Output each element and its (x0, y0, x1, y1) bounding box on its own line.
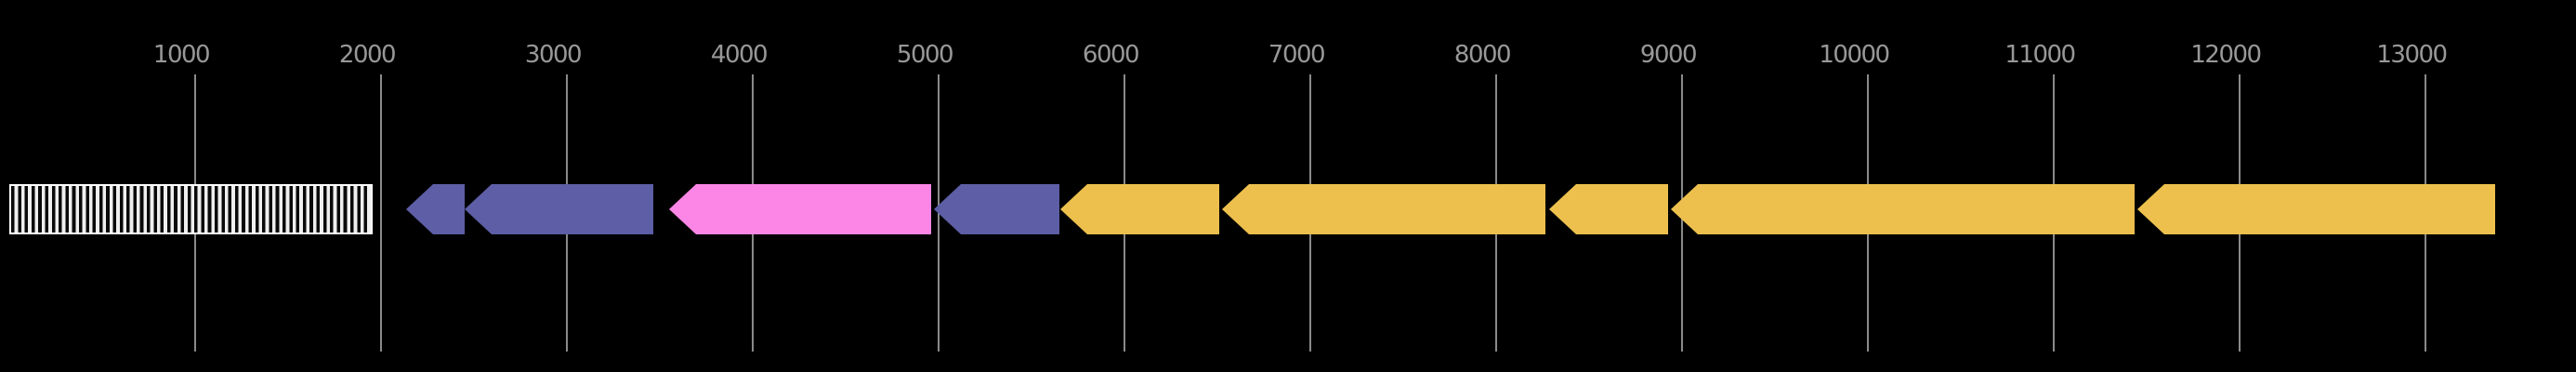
axis-tick-label-8000: 8000 (1453, 41, 1512, 69)
gene-arrow-yellow-4 (1671, 184, 2135, 234)
axis-tick-label-12000: 12000 (2190, 41, 2262, 69)
axis-tick-label-6000: 6000 (1082, 41, 1140, 69)
axis-tick-label-13000: 13000 (2376, 41, 2448, 69)
axis-tick-label-2000: 2000 (338, 41, 397, 69)
axis-tick-label-1000: 1000 (152, 41, 211, 69)
axis-tick-label-9000: 9000 (1639, 41, 1698, 69)
gene-arrow-purple-2 (465, 184, 653, 234)
hatched-region (9, 184, 373, 234)
gene-arrow-yellow-5 (2137, 184, 2495, 234)
axis-tick-label-4000: 4000 (710, 41, 769, 69)
gene-arrow-yellow-3 (1549, 184, 1668, 234)
gene-arrow-yellow-1 (1060, 184, 1219, 234)
gene-arrow-purple-3 (934, 184, 1059, 234)
axis-tick-label-11000: 11000 (2004, 41, 2076, 69)
axis-tick-label-3000: 3000 (524, 41, 583, 69)
gridline-2000 (380, 74, 382, 352)
axis-tick-label-5000: 5000 (896, 41, 954, 69)
gene-arrow-yellow-2 (1222, 184, 1545, 234)
axis-tick-label-7000: 7000 (1268, 41, 1326, 69)
gene-arrow-pink-1 (669, 184, 931, 234)
gene-arrow-purple-1 (406, 184, 465, 234)
axis-tick-label-10000: 10000 (1819, 41, 1890, 69)
